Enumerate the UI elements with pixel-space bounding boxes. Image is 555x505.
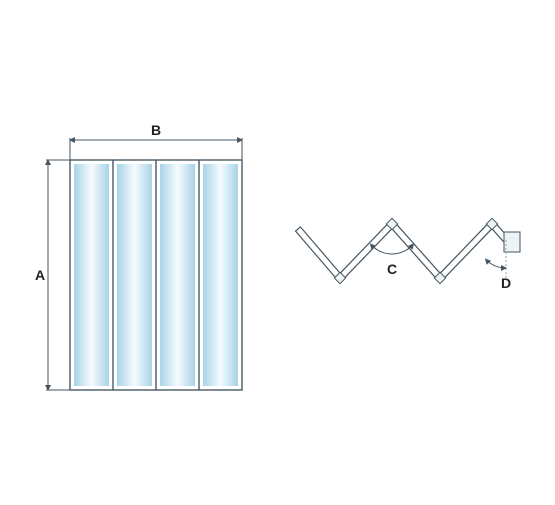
label-C: C — [387, 261, 397, 277]
panel-glass — [160, 164, 195, 386]
dimension-A: A — [35, 160, 70, 390]
top-zigzag — [296, 218, 520, 283]
diagram-canvas: B A C D — [0, 0, 555, 505]
label-B: B — [151, 122, 161, 138]
fold-segment — [390, 222, 443, 280]
panel-glass — [203, 164, 238, 386]
label-D: D — [501, 275, 511, 291]
fold-segment — [438, 222, 495, 280]
panel-glass — [74, 164, 109, 386]
diagram-svg: B A C D — [0, 0, 555, 505]
label-A: A — [35, 267, 45, 283]
angle-C: C — [371, 244, 414, 277]
panel-glass — [117, 164, 152, 386]
dimension-B: B — [70, 122, 242, 160]
fold-segment — [296, 227, 343, 280]
fold-segment — [338, 222, 395, 280]
front-elevation — [70, 160, 242, 390]
